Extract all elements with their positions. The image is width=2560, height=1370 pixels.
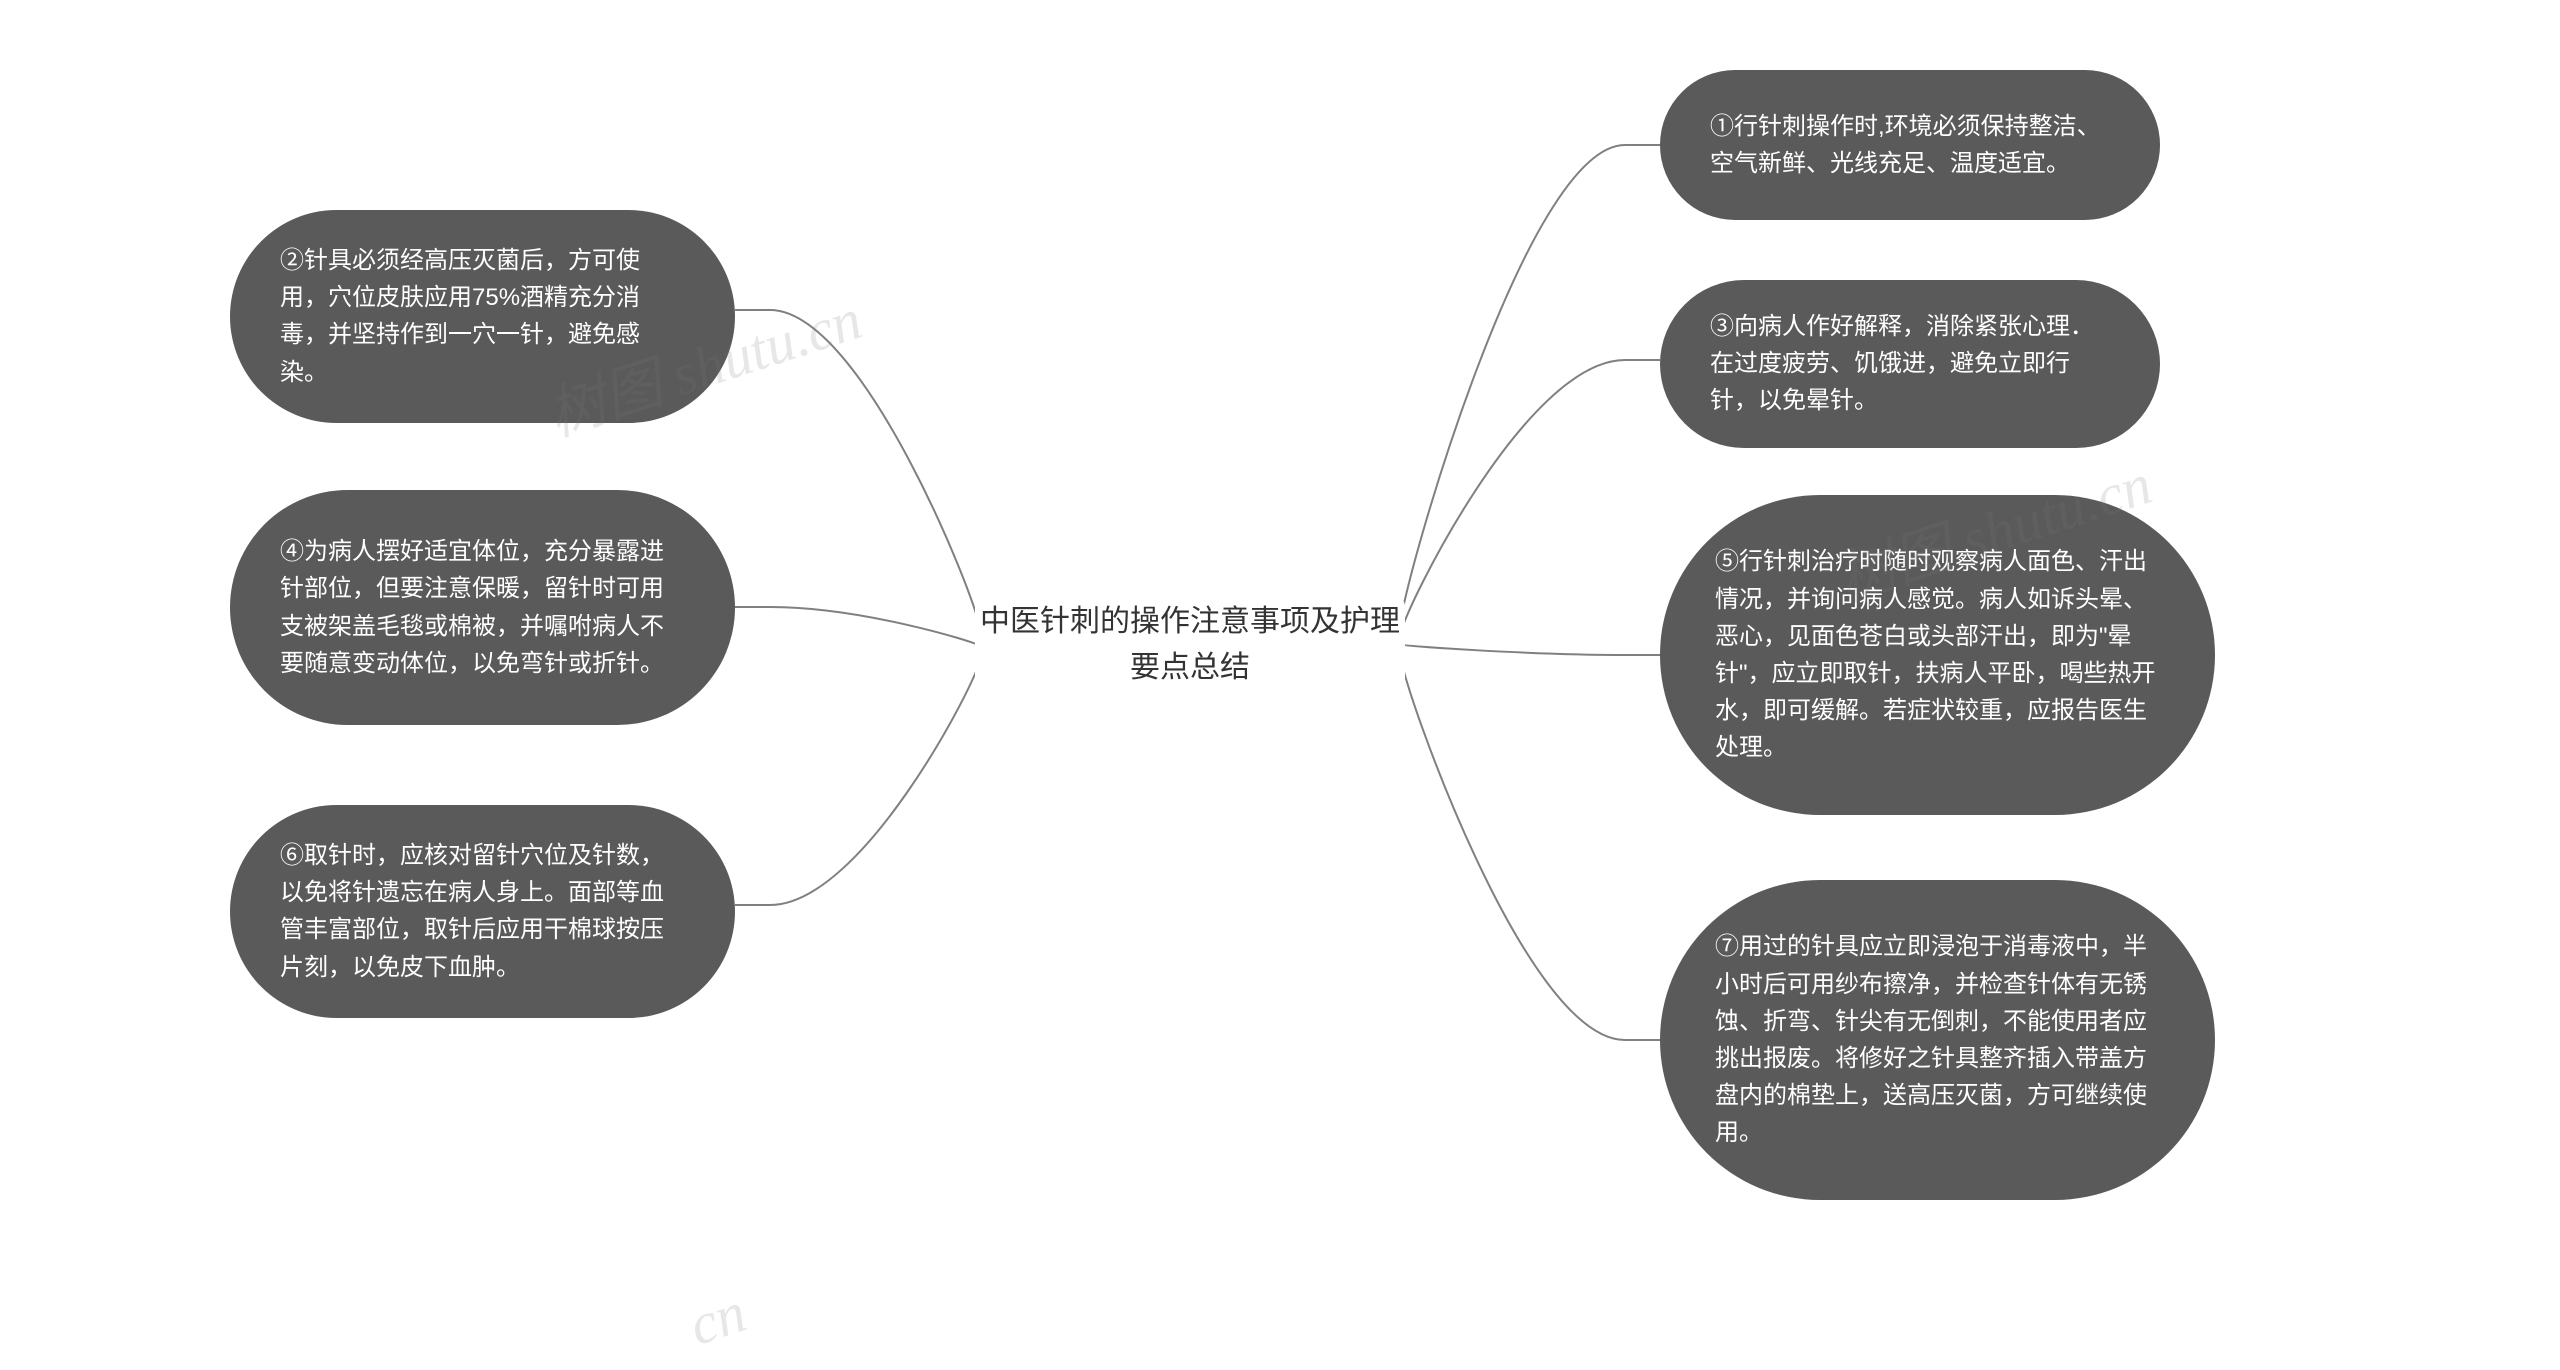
leaf-node-4: ④为病人摆好适宜体位，充分暴露进针部位，但要注意保暖，留针时可用支被架盖毛毯或棉… [230,490,735,725]
leaf-node-1: ①行针刺操作时,环境必须保持整洁、空气新鲜、光线充足、温度适宜。 [1660,70,2160,220]
mindmap-canvas: 中医针刺的操作注意事项及护理要点总结 ①行针刺操作时,环境必须保持整洁、空气新鲜… [0,0,2560,1370]
connector-n5 [1402,645,1660,655]
watermark-3-text: cn [681,1279,753,1358]
leaf-node-3-text: ③向病人作好解释，消除紧张心理．在过度疲劳、饥饿进，避免立即行针，以免晕针。 [1710,308,2110,420]
leaf-node-5: ⑤行针刺治疗时随时观察病人面色、汗出情况，并询问病人感觉。病人如诉头晕、恶心，见… [1660,495,2215,815]
leaf-node-6-text: ⑥取针时，应核对留针穴位及针数，以免将针遗忘在病人身上。面部等血管丰富部位，取针… [280,837,685,986]
leaf-node-6: ⑥取针时，应核对留针穴位及针数，以免将针遗忘在病人身上。面部等血管丰富部位，取针… [230,805,735,1018]
leaf-node-7: ⑦用过的针具应立即浸泡于消毒液中，半小时后可用纱布擦净，并检查针体有无锈蚀、折弯… [1660,880,2215,1200]
leaf-node-3: ③向病人作好解释，消除紧张心理．在过度疲劳、饥饿进，避免立即行针，以免晕针。 [1660,280,2160,448]
connector-n2 [735,310,978,622]
leaf-node-2-text: ②针具必须经高压灭菌后，方可使用，穴位皮肤应用75%酒精充分消毒，并坚持作到一穴… [280,242,685,391]
connector-n1 [1402,145,1660,616]
leaf-node-1-text: ①行针刺操作时,环境必须保持整洁、空气新鲜、光线充足、温度适宜。 [1710,108,2110,182]
connector-n7 [1402,662,1660,1040]
leaf-node-7-text: ⑦用过的针具应立即浸泡于消毒液中，半小时后可用纱布擦净，并检查针体有无锈蚀、折弯… [1715,928,2160,1151]
connector-n4 [735,607,978,645]
watermark-3: cn [681,1278,754,1359]
leaf-node-2: ②针具必须经高压灭菌后，方可使用，穴位皮肤应用75%酒精充分消毒，并坚持作到一穴… [230,210,735,423]
connector-n6 [735,665,978,905]
connector-n3 [1402,360,1660,630]
center-node: 中医针刺的操作注意事项及护理要点总结 [975,595,1405,695]
center-node-text: 中医针刺的操作注意事项及护理要点总结 [975,599,1405,692]
leaf-node-5-text: ⑤行针刺治疗时随时观察病人面色、汗出情况，并询问病人感觉。病人如诉头晕、恶心，见… [1715,543,2160,766]
leaf-node-4-text: ④为病人摆好适宜体位，充分暴露进针部位，但要注意保暖，留针时可用支被架盖毛毯或棉… [280,533,685,682]
